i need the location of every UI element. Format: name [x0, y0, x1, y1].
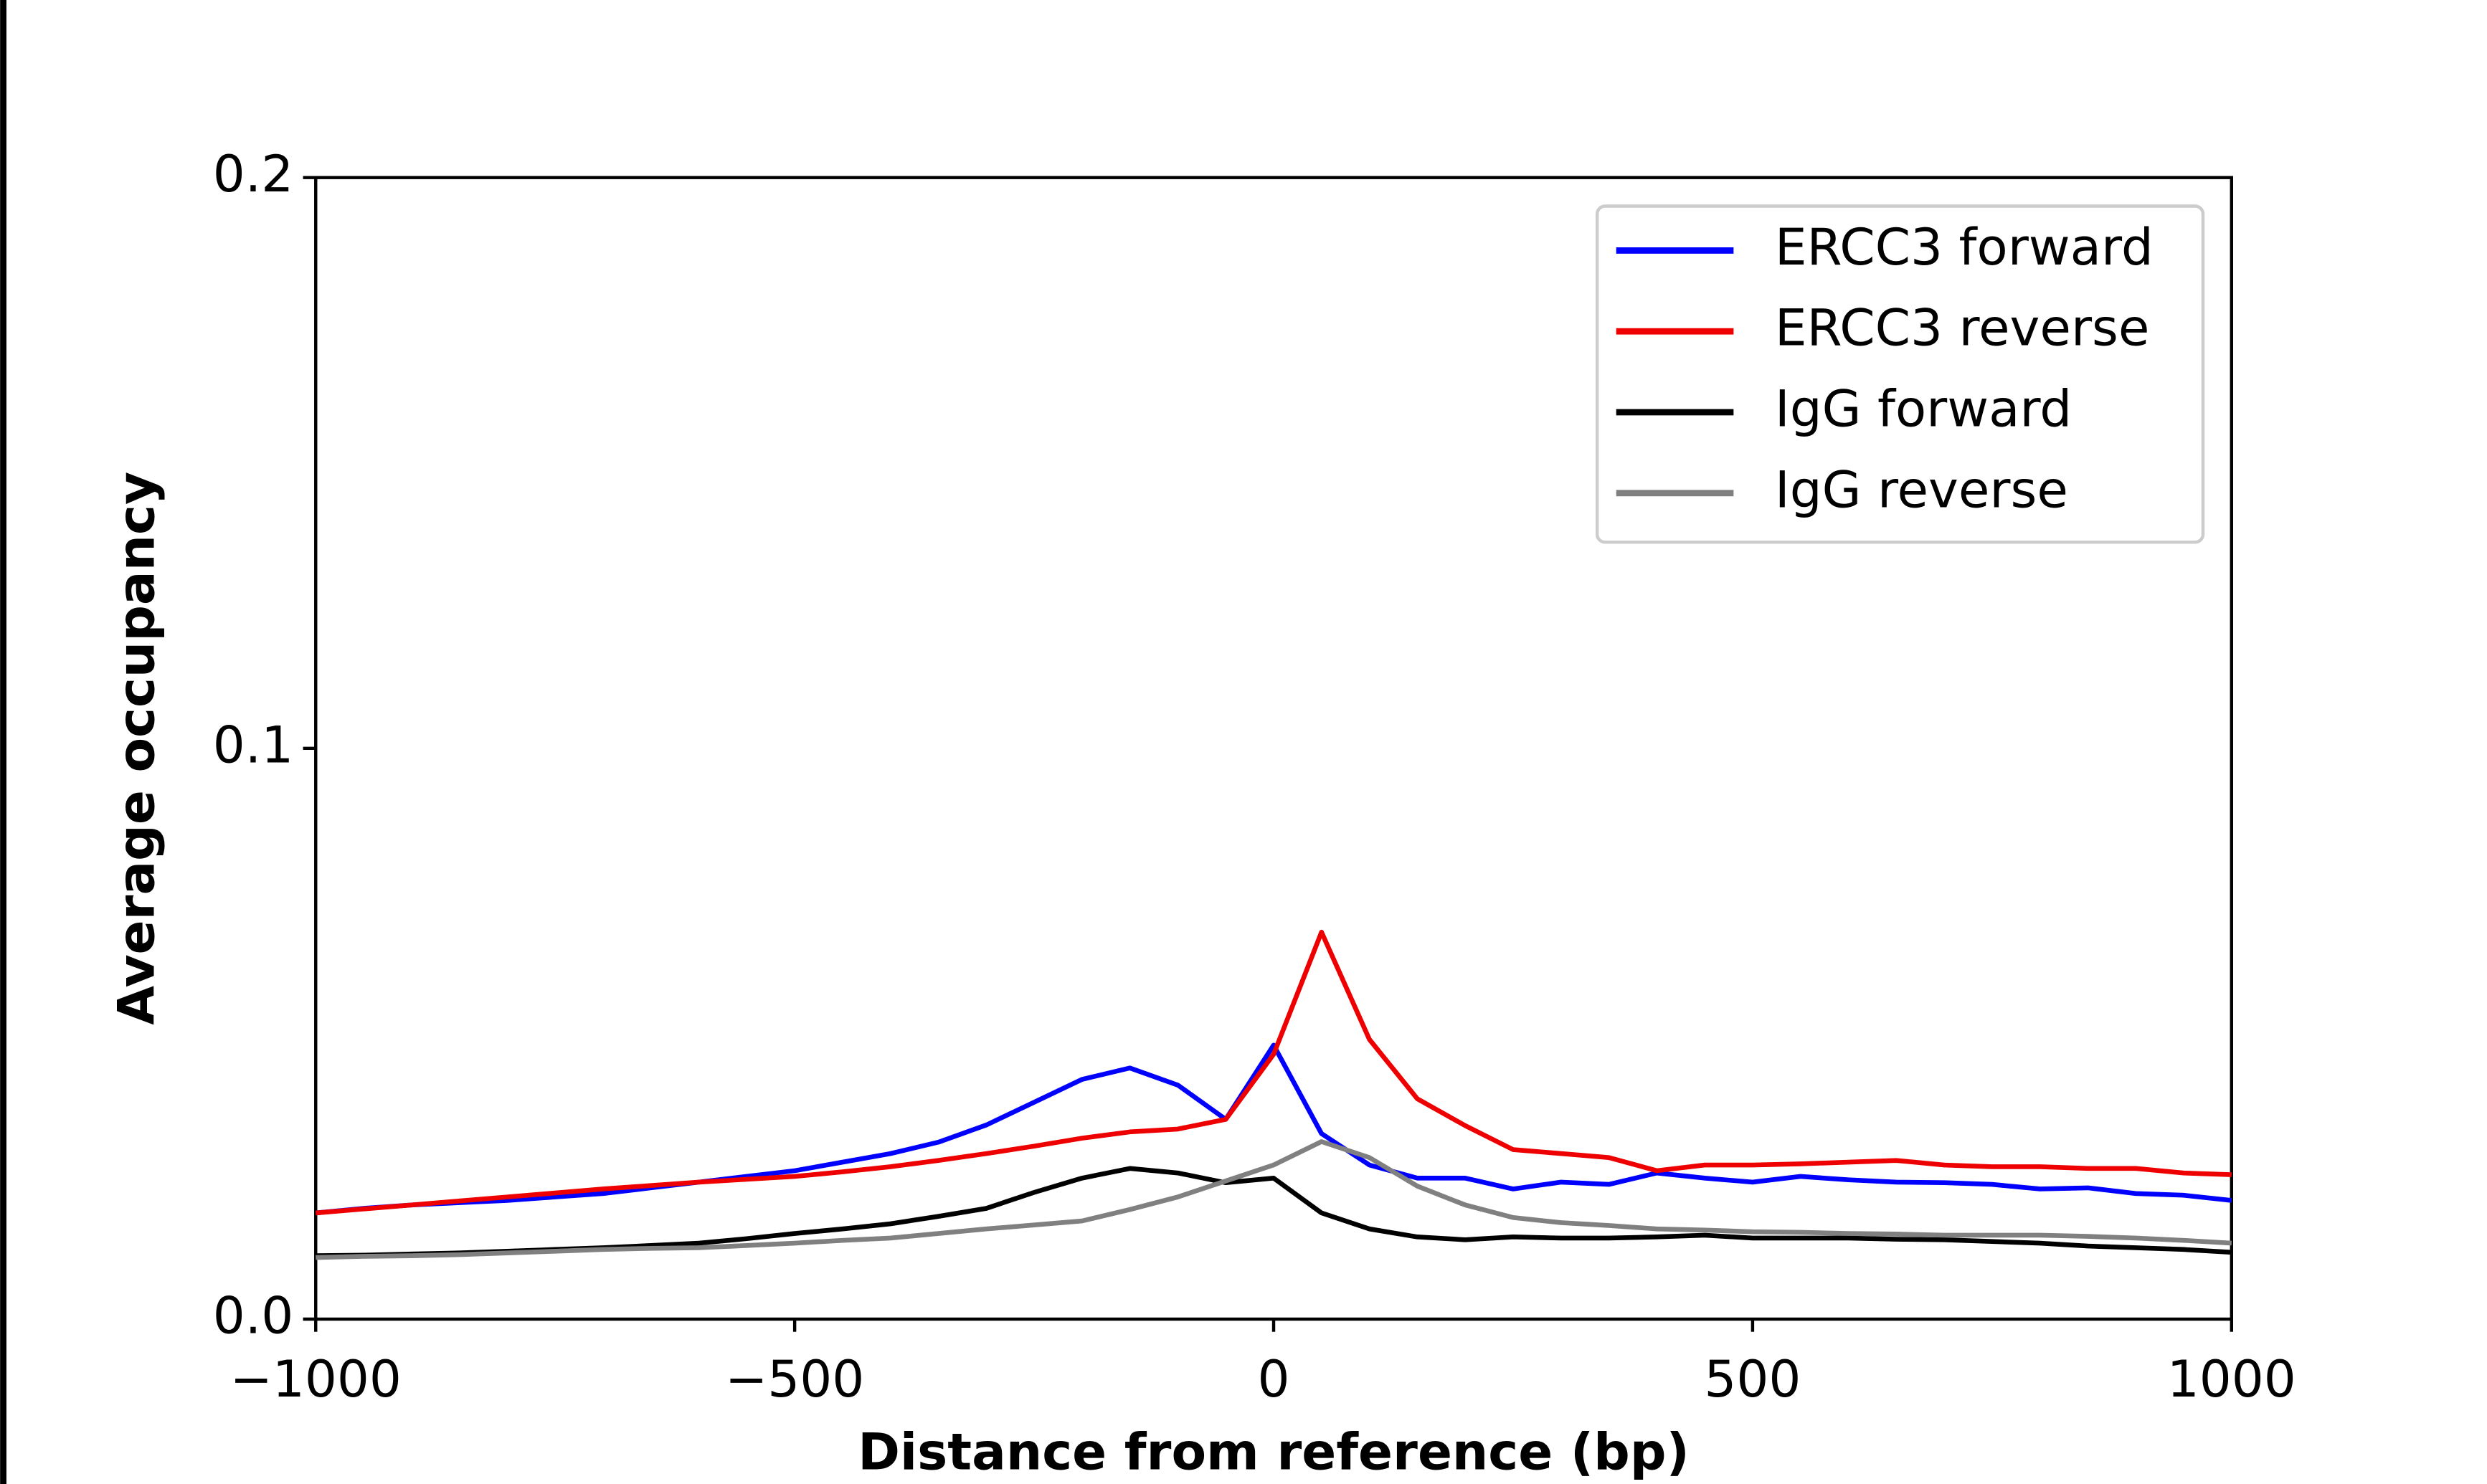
- legend-label: ERCC3 reverse: [1775, 298, 2150, 358]
- x-tick-label: −500: [725, 1349, 864, 1409]
- x-axis-label: Distance from reference (bp): [858, 1422, 1690, 1482]
- x-tick-label: −1000: [230, 1349, 402, 1409]
- left-border: [0, 0, 7, 1484]
- x-tick-label: 1000: [2167, 1349, 2296, 1409]
- x-tick-label: 500: [1704, 1349, 1801, 1409]
- y-axis-label: Average occupancy: [106, 472, 166, 1025]
- legend-box: [1595, 204, 2205, 544]
- legend-label: ERCC3 forward: [1775, 217, 2154, 277]
- y-tick-label: 0.0: [213, 1286, 294, 1346]
- legend-label: IgG reverse: [1775, 460, 2068, 519]
- series-line: [316, 1166, 2232, 1258]
- y-tick-label: 0.1: [213, 715, 294, 774]
- series-line: [316, 1139, 2232, 1260]
- y-tick-label: 0.2: [213, 144, 294, 204]
- x-tick-label: 0: [1258, 1349, 1290, 1409]
- series-line: [315, 1042, 2232, 1216]
- series-line: [315, 929, 2232, 1216]
- legend-label: IgG forward: [1775, 379, 2072, 439]
